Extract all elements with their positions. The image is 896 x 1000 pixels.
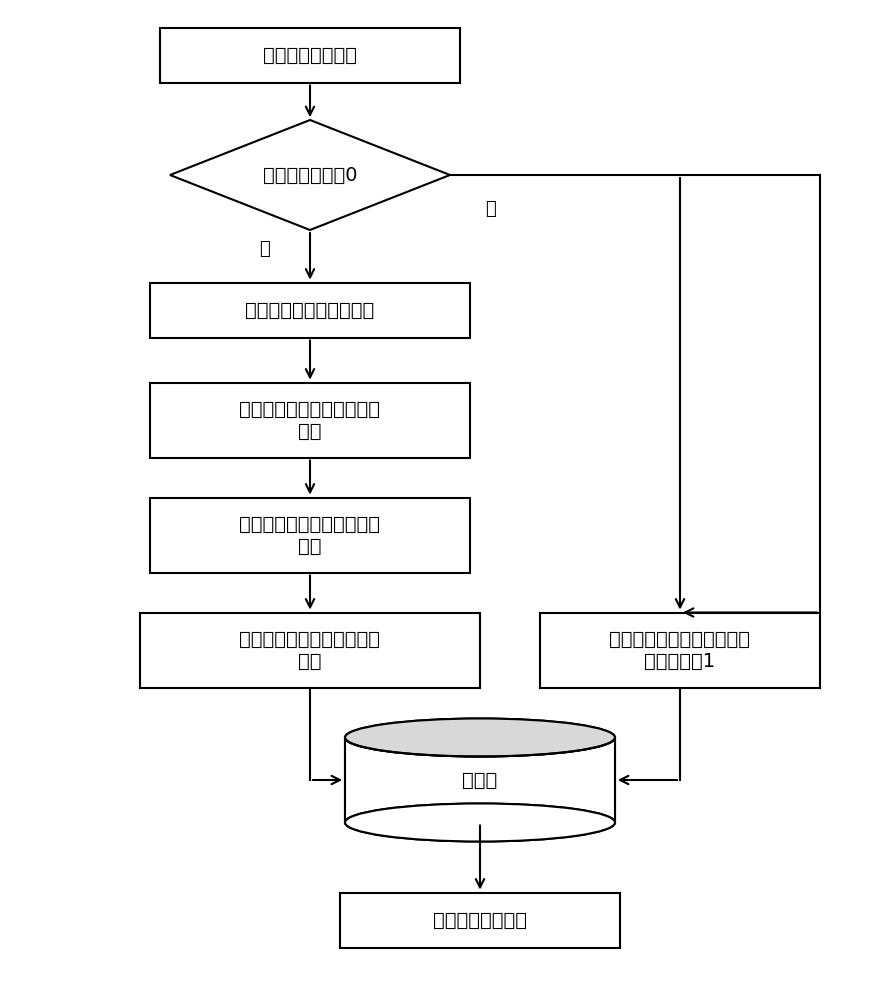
Text: 是: 是 — [485, 200, 495, 218]
Text: 计算工艺参数误差向量的匹
配度: 计算工艺参数误差向量的匹 配度 — [239, 514, 381, 556]
Text: 所有误差是否为0: 所有误差是否为0 — [263, 165, 358, 184]
Bar — [340, 892, 620, 948]
Bar — [150, 382, 470, 458]
Text: 软测量的微观组织: 软测量的微观组织 — [433, 910, 527, 930]
Ellipse shape — [345, 804, 615, 842]
Bar — [540, 612, 820, 688]
Polygon shape — [170, 120, 450, 230]
Ellipse shape — [345, 718, 615, 756]
Text: 工艺参数误差向量: 工艺参数误差向量 — [263, 45, 357, 64]
Text: 与数据库中某一工艺参数向
量匹配度为1: 与数据库中某一工艺参数向 量匹配度为1 — [609, 630, 751, 670]
Ellipse shape — [345, 804, 615, 842]
Text: 数据库: 数据库 — [462, 770, 497, 790]
Text: 计算各个工艺参数误差的匹
配度: 计算各个工艺参数误差的匹 配度 — [239, 399, 381, 440]
Ellipse shape — [345, 718, 615, 756]
Bar — [140, 612, 480, 688]
Text: 工艺参数误差向量归一化: 工艺参数误差向量归一化 — [246, 300, 375, 320]
Text: 否: 否 — [260, 240, 271, 258]
Bar — [150, 497, 470, 572]
Text: 工艺参数误差向量匹配度归
一化: 工艺参数误差向量匹配度归 一化 — [239, 630, 381, 670]
Bar — [150, 282, 470, 338]
Bar — [160, 27, 460, 83]
Bar — [345, 738, 615, 822]
